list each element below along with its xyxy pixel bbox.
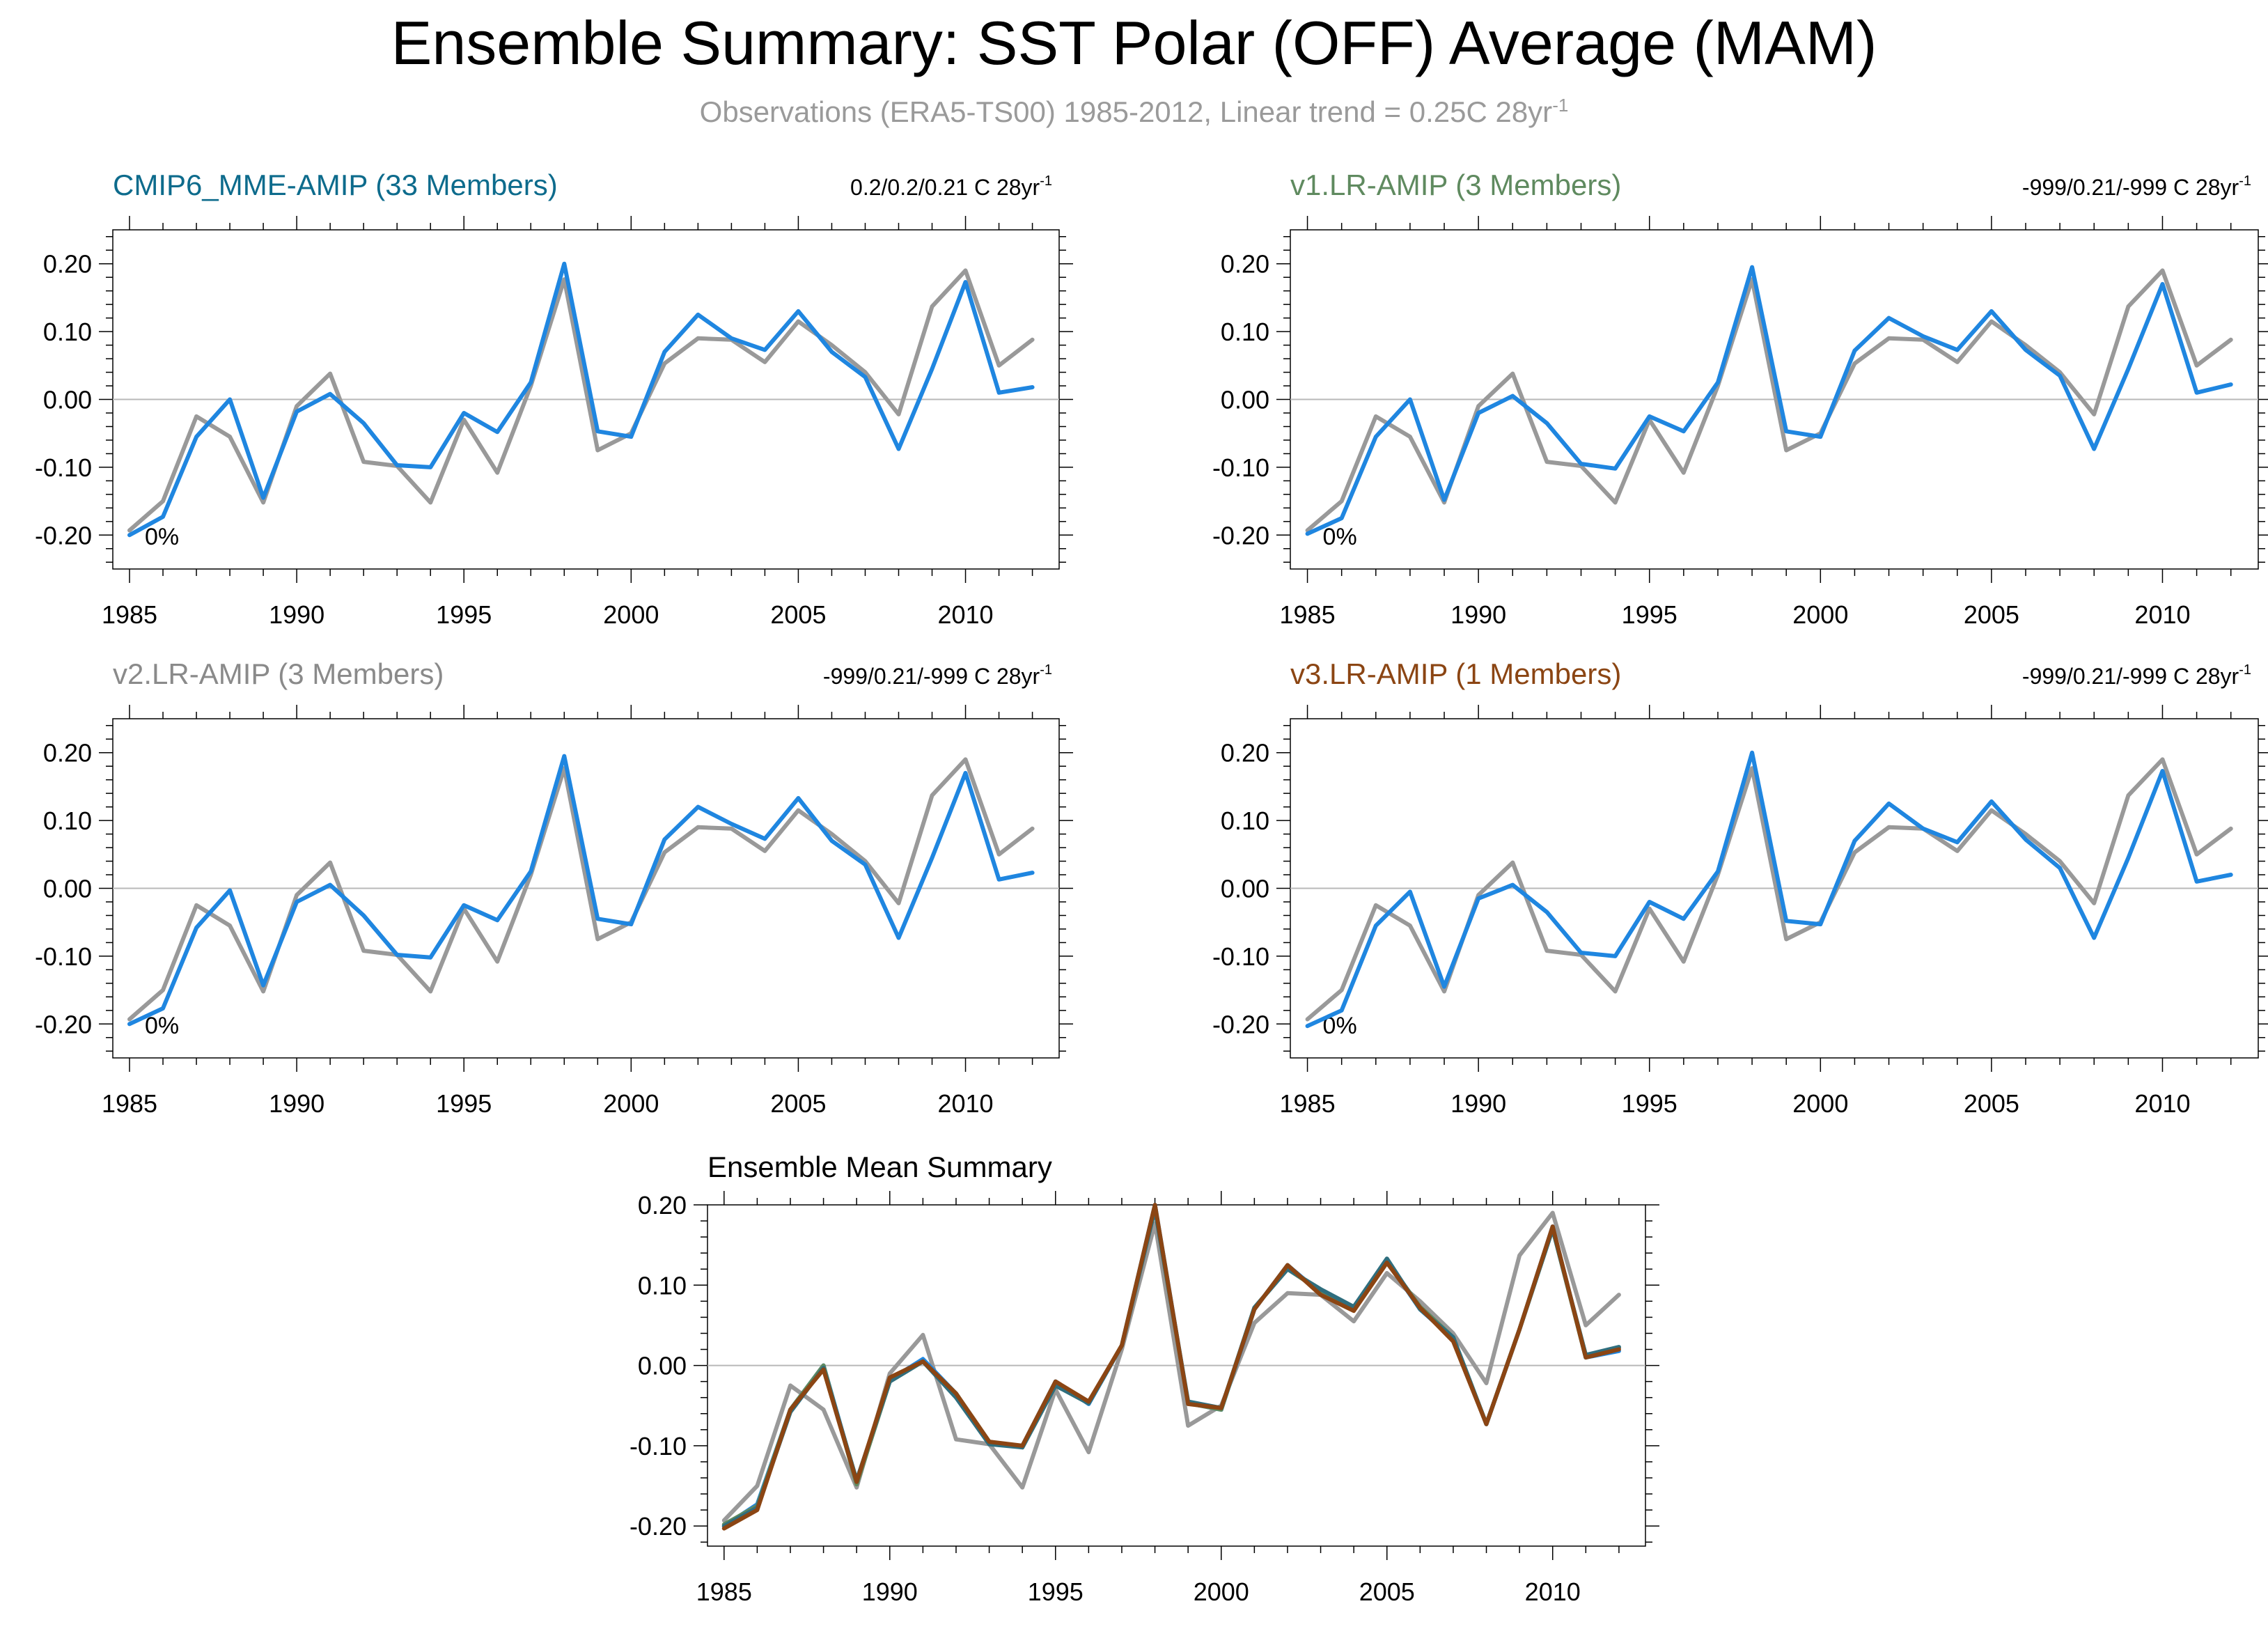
x-tick-label: 1985 bbox=[102, 1089, 157, 1118]
y-tick-label: 0.10 bbox=[638, 1271, 687, 1300]
panel-title: CMIP6_MME-AMIP (33 Members) bbox=[113, 169, 558, 201]
series-line-model-1 bbox=[1305, 265, 2233, 536]
x-tick-label: 2005 bbox=[1964, 1089, 2019, 1118]
series-line-model-1 bbox=[1305, 750, 2233, 1029]
x-tick-label: 2010 bbox=[2134, 600, 2190, 629]
x-tick-label: 1985 bbox=[102, 600, 157, 629]
y-tick-label: -0.10 bbox=[629, 1432, 687, 1460]
x-tick-label: 1990 bbox=[1450, 600, 1506, 629]
y-tick-label: 0.10 bbox=[43, 806, 92, 835]
x-tick-label: 2010 bbox=[1525, 1577, 1581, 1606]
y-tick-label: 0.20 bbox=[43, 739, 92, 767]
x-tick-label: 2010 bbox=[937, 1089, 993, 1118]
y-tick-label: -0.20 bbox=[35, 1010, 92, 1038]
x-tick-label: 1995 bbox=[1028, 1577, 1084, 1606]
trend-text: -999/0.21/-999 C 28yr-1 bbox=[823, 662, 1052, 689]
x-tick-label: 1990 bbox=[269, 600, 324, 629]
x-tick-label: 2000 bbox=[1792, 1089, 1848, 1118]
subtitle-text: Observations (ERA5-TS00) 1985-2012, Line… bbox=[699, 95, 1553, 128]
y-tick-label: 0.00 bbox=[1221, 875, 1269, 903]
y-tick-label: 0.00 bbox=[638, 1352, 687, 1380]
y-tick-label: 0.00 bbox=[43, 386, 92, 414]
series-line-model-4 bbox=[721, 1203, 1621, 1531]
subtitle-superscript: -1 bbox=[1552, 95, 1569, 116]
x-tick-label: 1985 bbox=[1280, 600, 1336, 629]
x-tick-label: 2010 bbox=[2134, 1089, 2190, 1118]
y-tick-label: -0.20 bbox=[1212, 521, 1269, 550]
x-tick-label: 2000 bbox=[1194, 1577, 1249, 1606]
x-tick-label: 1985 bbox=[696, 1577, 752, 1606]
y-tick-label: 0.00 bbox=[1221, 386, 1269, 414]
chart-panel-v3: 0.20 0.10 0.00 -0.10 -0.20 1985 1990 1995 2000 20… bbox=[1212, 657, 2268, 1118]
y-tick-label: 0.20 bbox=[1221, 739, 1269, 767]
x-tick-label: 1995 bbox=[436, 600, 492, 629]
x-tick-label: 2010 bbox=[937, 600, 993, 629]
x-tick-label: 1990 bbox=[1450, 1089, 1506, 1118]
percent-annotation: 0% bbox=[145, 524, 179, 550]
x-tick-label: 1985 bbox=[1280, 1089, 1336, 1118]
chart-panel-v1: 0.20 0.10 0.00 -0.10 -0.20 1985 1990 1995 2000 20… bbox=[1212, 169, 2268, 629]
y-tick-label: -0.10 bbox=[1212, 942, 1269, 971]
y-tick-label: -0.10 bbox=[35, 453, 92, 482]
y-tick-label: 0.20 bbox=[1221, 250, 1269, 279]
panel-title: v1.LR-AMIP (3 Members) bbox=[1290, 169, 1621, 201]
x-tick-label: 2005 bbox=[1964, 600, 2019, 629]
series-line-model-1 bbox=[127, 261, 1035, 538]
y-tick-label: 0.10 bbox=[1221, 318, 1269, 346]
x-tick-label: 2000 bbox=[1792, 600, 1848, 629]
percent-annotation: 0% bbox=[1323, 524, 1357, 550]
figure-title: Ensemble Summary: SST Polar (OFF) Averag… bbox=[391, 8, 1877, 77]
y-tick-label: -0.20 bbox=[629, 1512, 687, 1541]
chart-panel-v2: 0.20 0.10 0.00 -0.10 -0.20 1985 1990 1995 2000 20… bbox=[35, 657, 1073, 1118]
x-tick-label: 1995 bbox=[1622, 1089, 1677, 1118]
y-tick-label: -0.10 bbox=[1212, 453, 1269, 482]
x-tick-label: 2000 bbox=[603, 1089, 659, 1118]
panel-title: v3.LR-AMIP (1 Members) bbox=[1290, 657, 1621, 690]
x-tick-label: 2005 bbox=[770, 600, 826, 629]
trend-text: -999/0.21/-999 C 28yr-1 bbox=[2022, 173, 2251, 200]
percent-annotation: 0% bbox=[145, 1013, 179, 1039]
plot-frame bbox=[707, 1204, 1646, 1547]
y-tick-label: 0.20 bbox=[43, 250, 92, 279]
panel-title: v2.LR-AMIP (3 Members) bbox=[113, 657, 444, 690]
x-tick-label: 1995 bbox=[1622, 600, 1677, 629]
y-tick-label: 0.10 bbox=[1221, 806, 1269, 835]
y-tick-label: 0.10 bbox=[43, 318, 92, 346]
y-tick-label: -0.20 bbox=[1212, 1010, 1269, 1038]
x-tick-label: 1995 bbox=[436, 1089, 492, 1118]
x-tick-label: 2005 bbox=[770, 1089, 826, 1118]
x-tick-label: 2000 bbox=[603, 600, 659, 629]
figure-subtitle: Observations (ERA5-TS00) 1985-2012, Line… bbox=[0, 96, 2268, 127]
x-tick-label: 1990 bbox=[862, 1577, 918, 1606]
x-tick-label: 2005 bbox=[1359, 1577, 1415, 1606]
x-tick-label: 1990 bbox=[269, 1089, 324, 1118]
panel-title: Ensemble Mean Summary bbox=[707, 1151, 1052, 1183]
chart-panel-cmip6: 0.20 0.10 0.00 -0.10 -0.20 1985 1990 1995 2000 20… bbox=[35, 169, 1073, 629]
trend-text: 0.2/0.2/0.21 C 28yr-1 bbox=[850, 173, 1052, 200]
series-line-model-1 bbox=[127, 754, 1035, 1027]
trend-text: -999/0.21/-999 C 28yr-1 bbox=[2022, 662, 2251, 689]
chart-panel-mean: 0.20 0.10 0.00 -0.10 -0.20 1985 1990 1995 2000 20… bbox=[629, 1151, 1659, 1606]
y-tick-label: -0.10 bbox=[35, 942, 92, 971]
y-tick-label: 0.20 bbox=[638, 1191, 687, 1219]
y-tick-label: -0.20 bbox=[35, 521, 92, 550]
y-tick-label: 0.00 bbox=[43, 875, 92, 903]
